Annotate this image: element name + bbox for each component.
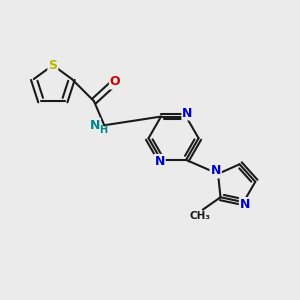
Text: N: N (154, 155, 165, 168)
Text: N: N (211, 164, 221, 177)
Text: O: O (110, 76, 121, 88)
Text: H: H (99, 125, 107, 135)
Text: CH₃: CH₃ (189, 211, 210, 221)
Text: N: N (90, 119, 100, 132)
Text: N: N (182, 106, 193, 119)
Text: S: S (48, 59, 57, 72)
Text: N: N (240, 198, 250, 211)
